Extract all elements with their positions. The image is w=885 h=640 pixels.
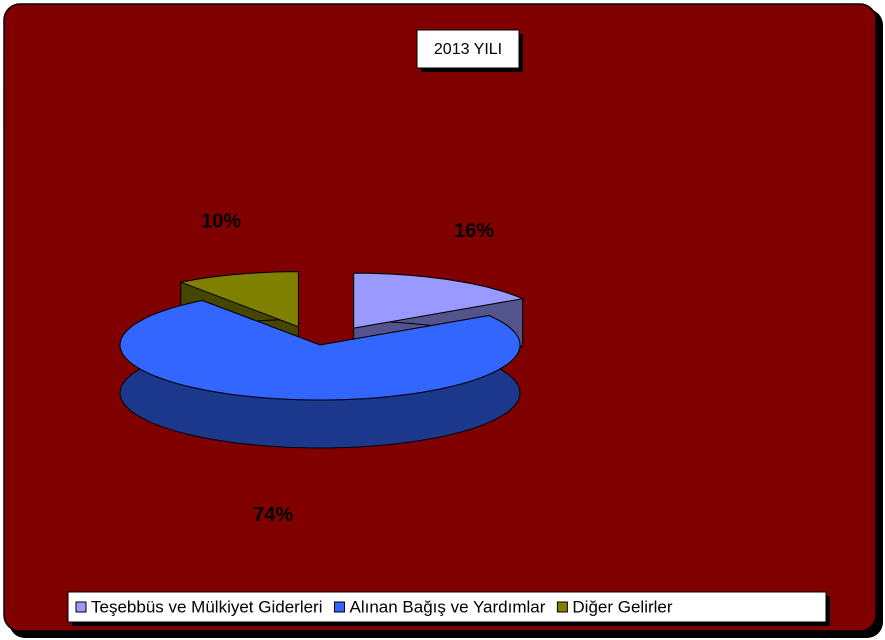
data-label: 16% bbox=[454, 220, 494, 242]
data-label: 10% bbox=[201, 211, 241, 233]
slice-top bbox=[178, 271, 299, 328]
legend-box bbox=[67, 591, 827, 623]
chart-title: 2013 YILI bbox=[434, 41, 502, 58]
legend-label: Diğer Gelirler bbox=[572, 597, 672, 616]
slice-top bbox=[353, 272, 525, 329]
title-box bbox=[416, 29, 520, 69]
legend-swatch bbox=[556, 601, 568, 613]
legend-label: Alınan Bağış ve Yardımlar bbox=[349, 597, 545, 616]
legend-swatch bbox=[75, 601, 87, 613]
pie-slice bbox=[119, 299, 521, 449]
slice-top bbox=[119, 299, 521, 401]
data-label: 74% bbox=[253, 504, 293, 526]
legend-label: Teşebbüs ve Mülkiyet Giderleri bbox=[91, 597, 322, 616]
legend-swatch bbox=[333, 601, 345, 613]
